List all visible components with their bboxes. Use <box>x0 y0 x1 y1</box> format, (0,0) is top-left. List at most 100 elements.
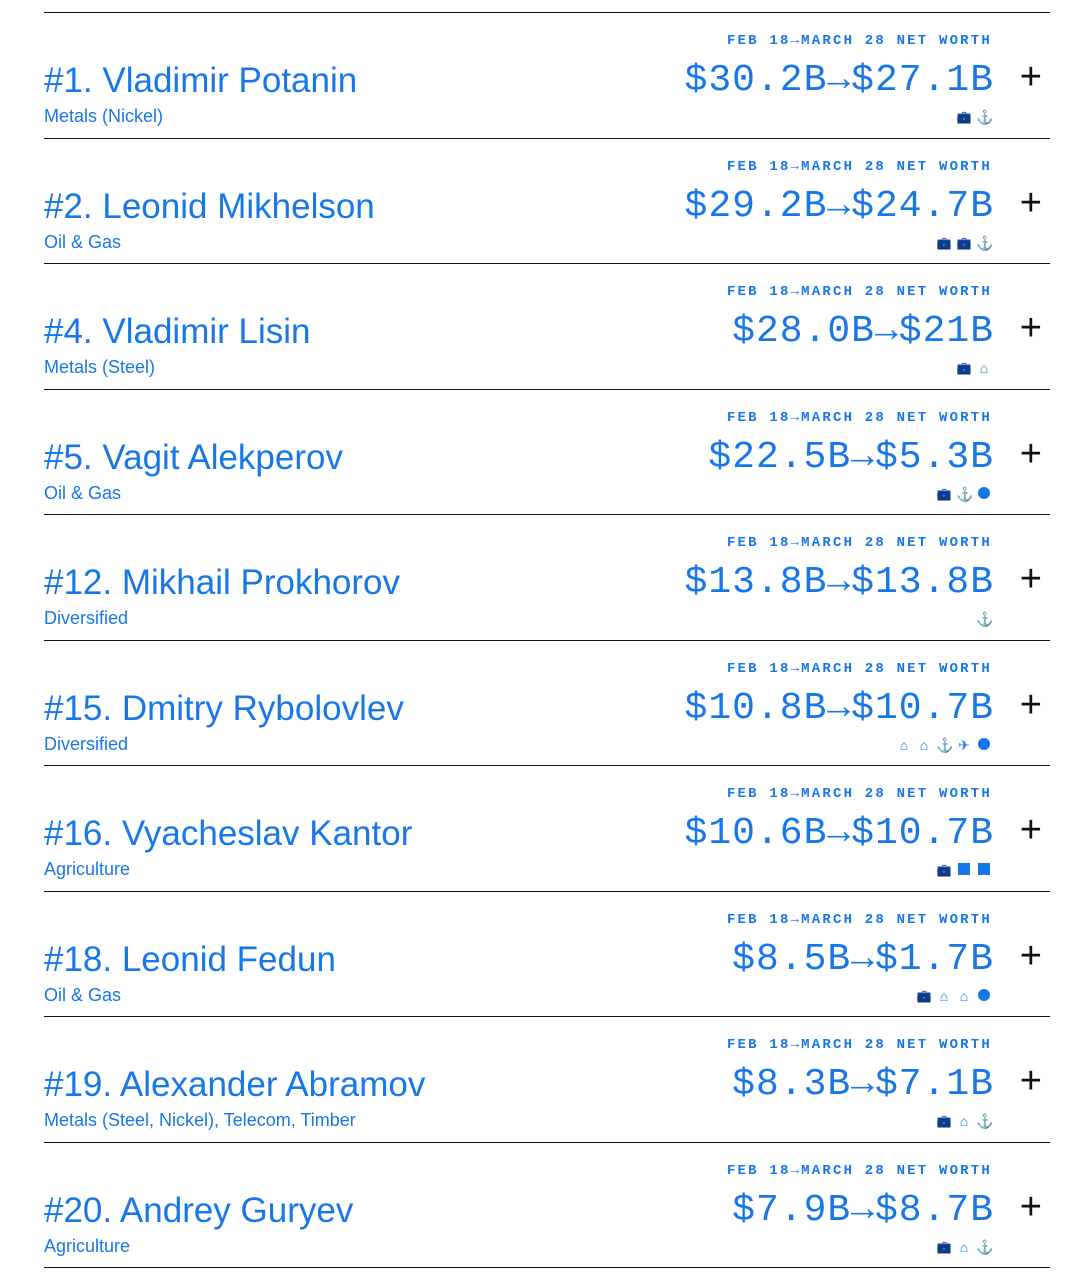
net-worth-value: $8.5B→$1.7B <box>732 937 994 981</box>
sector: Metals (Steel, Nickel), Telecom, Timber <box>44 1110 356 1130</box>
person-name: #20. Andrey Guryev <box>44 1190 354 1230</box>
net-worth-label: FEB 18→MARCH 28 NET WORTH <box>726 158 992 175</box>
asset-icons: 💼 ⌂ <box>956 360 992 376</box>
net-worth-label: FEB 18→MARCH 28 NET WORTH <box>726 409 992 426</box>
briefcase-icon: 💼 <box>956 235 972 250</box>
net-worth-value: $22.5B→$5.3B <box>708 435 994 479</box>
asset-icons: ⚓ <box>976 611 994 627</box>
anchor-icon: ⚓ <box>956 485 974 502</box>
house-icon: ⌂ <box>959 1113 969 1129</box>
net-worth-label: FEB 18→MARCH 28 NET WORTH <box>726 1037 992 1053</box>
house-icon: ⌂ <box>959 987 969 1004</box>
list-item[interactable]: #2. Leonid Mikhelson Oil & Gas FEB 18→MA… <box>44 139 1050 264</box>
list-item[interactable]: #1. Vladimir Potanin Metals (Nickel) FEB… <box>44 13 1050 139</box>
net-worth-value: $8.3B→$7.1B <box>732 1063 994 1106</box>
sector: Agriculture <box>44 859 131 879</box>
asset-icons: 💼 💼 ⚓ <box>936 234 994 251</box>
list-item[interactable]: #19. Alexander Abramov Metals (Steel, Ni… <box>44 1017 1050 1143</box>
expand-button[interactable]: + <box>1019 934 1042 977</box>
net-worth-label: FEB 18→MARCH 28 NET WORTH <box>726 33 992 49</box>
sector: Agriculture <box>44 1235 131 1256</box>
expand-button[interactable]: + <box>1019 558 1042 600</box>
briefcase-icon: 💼 <box>936 235 952 250</box>
person-name: #4. Vladimir Lisin <box>44 312 311 351</box>
list-item[interactable]: #20. Andrey Guryev Agriculture FEB 18→MA… <box>44 1143 1050 1268</box>
house-icon: ⌂ <box>939 987 949 1004</box>
sector: Metals (Steel) <box>44 357 156 377</box>
sector: Metals (Nickel) <box>44 106 164 126</box>
net-worth-value: $10.8B→$10.7B <box>684 686 994 730</box>
net-worth-label: FEB 18→MARCH 28 NET WORTH <box>726 535 992 551</box>
person-name: #18. Leonid Fedun <box>44 939 336 979</box>
sector: Oil & Gas <box>44 984 122 1005</box>
expand-button[interactable]: + <box>1019 181 1042 224</box>
anchor-icon: ⚓ <box>936 736 954 753</box>
net-worth-value: $30.2B→$27.1B <box>684 59 994 102</box>
house-icon: ⌂ <box>899 736 909 753</box>
anchor-icon: ⚓ <box>976 234 994 251</box>
asset-icons: ⌂ ⌂ ⚓ ✈ <box>896 737 992 753</box>
briefcase-icon: 💼 <box>936 1239 952 1254</box>
list-item[interactable]: #4. Vladimir Lisin Metals (Steel) FEB 18… <box>44 264 1050 390</box>
expand-button[interactable]: + <box>1019 56 1042 98</box>
house-icon: ⌂ <box>979 360 989 376</box>
person-name: #5. Vagit Alekperov <box>44 437 343 477</box>
square-icon <box>956 862 972 878</box>
anchor-icon: ⚓ <box>976 1238 994 1255</box>
expand-button[interactable]: + <box>1019 307 1042 349</box>
anchor-icon: ⚓ <box>976 109 994 125</box>
net-worth-value: $7.9B→$8.7B <box>732 1188 994 1232</box>
expand-button[interactable]: + <box>1019 809 1042 851</box>
net-worth-label: FEB 18→MARCH 28 NET WORTH <box>726 1162 992 1179</box>
square-icon <box>976 862 992 878</box>
list-item[interactable]: #18. Leonid Fedun Oil & Gas FEB 18→MARCH… <box>44 892 1050 1017</box>
net-worth-value: $29.2B→$24.7B <box>684 184 994 228</box>
asset-icons: 💼 ⌂ ⌂ <box>916 988 992 1004</box>
expand-button[interactable]: + <box>1019 1185 1042 1228</box>
plane-icon: ✈ <box>958 736 970 753</box>
anchor-icon: ⚓ <box>976 1113 994 1129</box>
expand-button[interactable]: + <box>1019 683 1042 726</box>
net-worth-label: FEB 18→MARCH 28 NET WORTH <box>726 660 992 677</box>
net-worth-label: FEB 18→MARCH 28 NET WORTH <box>726 284 992 300</box>
net-worth-value: $28.0B→$21B <box>732 310 994 353</box>
expand-button[interactable]: + <box>1019 432 1042 475</box>
briefcase-icon: 💼 <box>916 988 932 1003</box>
briefcase-icon: 💼 <box>956 110 972 124</box>
list-item[interactable]: #15. Dmitry Rybolovlev Diversified FEB 1… <box>44 641 1050 766</box>
person-name: #19. Alexander Abramov <box>44 1065 426 1104</box>
briefcase-icon: 💼 <box>936 863 952 877</box>
sector: Diversified <box>44 608 129 628</box>
net-worth-value: $10.6B→$10.7B <box>684 812 994 855</box>
asset-icons: 💼 <box>936 862 992 878</box>
person-name: #16. Vyacheslav Kantor <box>44 814 413 853</box>
asset-icons: 💼 ⚓ <box>936 486 992 502</box>
house-icon: ⌂ <box>959 1238 969 1255</box>
circle-icon <box>976 988 992 1004</box>
list-item[interactable]: #12. Mikhail Prokhorov Diversified FEB 1… <box>44 515 1050 641</box>
person-name: #15. Dmitry Rybolovlev <box>44 688 404 728</box>
net-worth-label: FEB 18→MARCH 28 NET WORTH <box>726 911 992 928</box>
net-worth-label: FEB 18→MARCH 28 NET WORTH <box>726 786 992 802</box>
expand-button[interactable]: + <box>1019 1060 1042 1102</box>
house-icon: ⌂ <box>919 736 929 753</box>
person-name: #12. Mikhail Prokhorov <box>44 563 400 602</box>
sector: Oil & Gas <box>44 231 122 252</box>
sector: Oil & Gas <box>44 482 122 503</box>
asset-icons: 💼 ⚓ <box>956 109 994 125</box>
sector: Diversified <box>44 733 129 754</box>
asset-icons: 💼 ⌂ ⚓ <box>936 1113 994 1129</box>
person-name: #1. Vladimir Potanin <box>44 61 358 100</box>
billionaire-list: #1. Vladimir Potanin Metals (Nickel) FEB… <box>44 12 1050 1268</box>
briefcase-icon: 💼 <box>936 1114 952 1128</box>
circle-icon <box>976 737 992 753</box>
briefcase-icon: 💼 <box>956 361 972 375</box>
person-name: #2. Leonid Mikhelson <box>44 186 375 226</box>
circle-icon <box>976 486 992 502</box>
briefcase-icon: 💼 <box>936 486 952 501</box>
list-item[interactable]: #16. Vyacheslav Kantor Agriculture FEB 1… <box>44 766 1050 892</box>
list-item[interactable]: #5. Vagit Alekperov Oil & Gas FEB 18→MAR… <box>44 390 1050 515</box>
asset-icons: 💼 ⌂ ⚓ <box>936 1238 994 1255</box>
anchor-icon: ⚓ <box>976 611 994 627</box>
net-worth-value: $13.8B→$13.8B <box>684 561 994 604</box>
